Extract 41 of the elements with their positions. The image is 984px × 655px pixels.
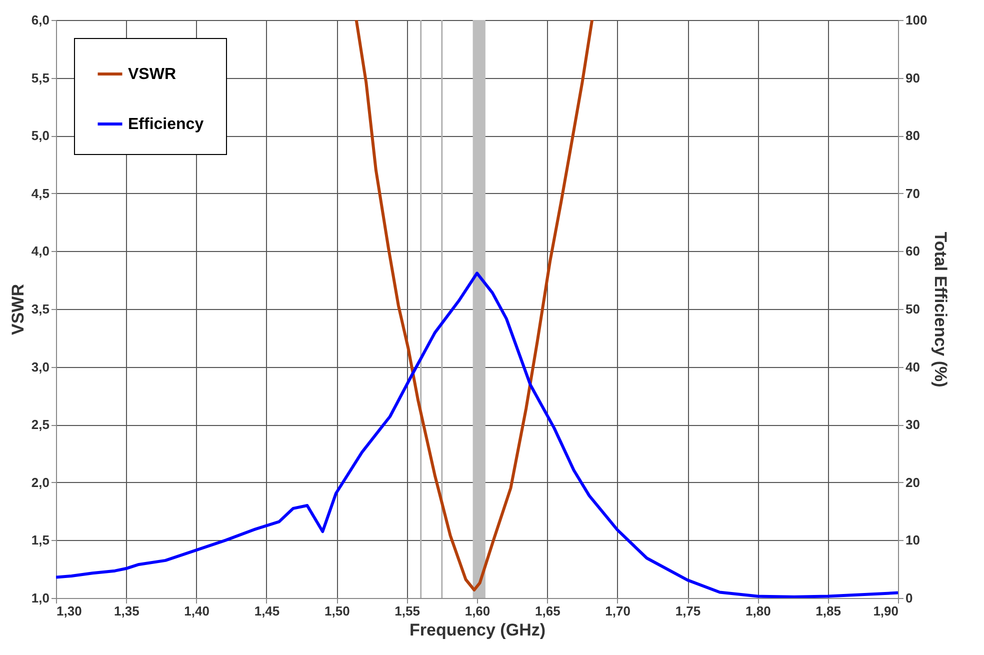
legend-label: Efficiency xyxy=(128,116,204,133)
y2-tick-label: 40 xyxy=(906,359,920,374)
y2-tick-label: 100 xyxy=(906,12,928,28)
y-tick-label: 2,0 xyxy=(31,474,50,490)
y2-tick-label: 0 xyxy=(906,590,913,606)
y2-tick-label: 90 xyxy=(906,70,920,86)
x-tick-label: 1,45 xyxy=(254,604,280,618)
x-tick-label: 1,65 xyxy=(535,604,560,618)
x-tick-label: 1,55 xyxy=(394,604,420,618)
y-tick-label: 1,0 xyxy=(31,590,50,606)
x-tick-label: 1,50 xyxy=(324,604,350,618)
y-axis-title: VSWR xyxy=(8,284,28,335)
x-tick-label: 1,60 xyxy=(464,604,490,618)
x-tick-label: 1,90 xyxy=(873,604,898,618)
y-tick-label: 3,0 xyxy=(31,359,50,374)
y-tick-label: 3,5 xyxy=(31,302,50,316)
y2-tick-label: 50 xyxy=(906,302,920,316)
x-tick-label: 1,35 xyxy=(114,604,140,618)
y-tick-label: 1,5 xyxy=(31,532,50,548)
y2-tick-label: 60 xyxy=(906,244,920,259)
y-tick-label: 4,0 xyxy=(31,244,50,259)
legend-label: VSWR xyxy=(128,66,176,83)
y-tick-label: 2,5 xyxy=(31,417,50,432)
x-tick-label: 1,40 xyxy=(184,604,210,618)
y2-tick-label: 70 xyxy=(906,186,920,201)
x-tick-label: 1,75 xyxy=(675,604,701,618)
y-tick-label: 6,0 xyxy=(31,12,50,28)
y2-tick-label: 30 xyxy=(906,417,920,432)
y2-tick-label: 20 xyxy=(906,474,920,490)
y2-tick-label: 80 xyxy=(906,128,920,144)
y2-tick-label: 10 xyxy=(906,532,920,548)
y-tick-label: 4,5 xyxy=(31,186,50,201)
y2-axis-title: Total Efficiency (%) xyxy=(931,232,950,388)
x-tick-label: 1,70 xyxy=(605,604,630,618)
line-series xyxy=(354,20,594,592)
y-tick-label: 5,0 xyxy=(31,128,50,144)
x-tick-label: 1,30 xyxy=(56,604,82,618)
x-tick-label: 1,85 xyxy=(816,604,841,618)
x-tick-label: 1,80 xyxy=(746,604,771,618)
y-tick-label: 5,5 xyxy=(31,70,50,86)
x-axis-title: Frequency (GHz) xyxy=(409,620,546,640)
